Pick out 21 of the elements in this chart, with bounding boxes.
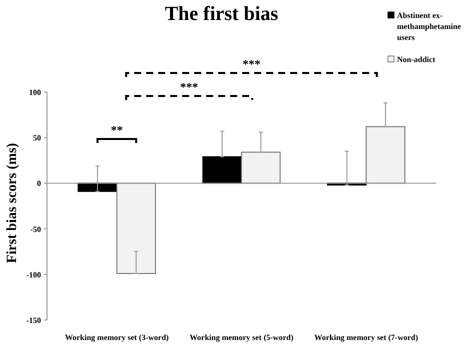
bar <box>202 156 242 184</box>
bar <box>78 182 118 192</box>
bar <box>116 182 156 274</box>
x-tick-label: Working memory set (7-word) <box>314 333 418 342</box>
annotation: ** <box>110 123 123 137</box>
y-tick-label: -100 <box>26 270 41 280</box>
y-tick-label: -150 <box>26 316 41 325</box>
x-tick-label: Working memory set (3-word) <box>64 333 170 342</box>
chart-title: The first bias <box>164 3 278 25</box>
text: *** <box>242 57 260 71</box>
legend-label: Non-addict <box>397 55 436 64</box>
y-axis-title: First bias scors (ms) <box>5 142 20 264</box>
x-tick-label: Working memory set (5-word) <box>190 333 294 342</box>
y-tick-label: 100 <box>29 88 41 97</box>
y-tick-label: -50 <box>30 224 41 234</box>
y-tick-label: 50 <box>33 134 41 143</box>
y-tick-label: 0 <box>37 179 41 188</box>
bar <box>241 152 281 184</box>
legend-label: Abstinent ex-methamphetamine users <box>397 11 462 42</box>
annotation: *** <box>180 80 198 94</box>
bar <box>366 126 406 184</box>
